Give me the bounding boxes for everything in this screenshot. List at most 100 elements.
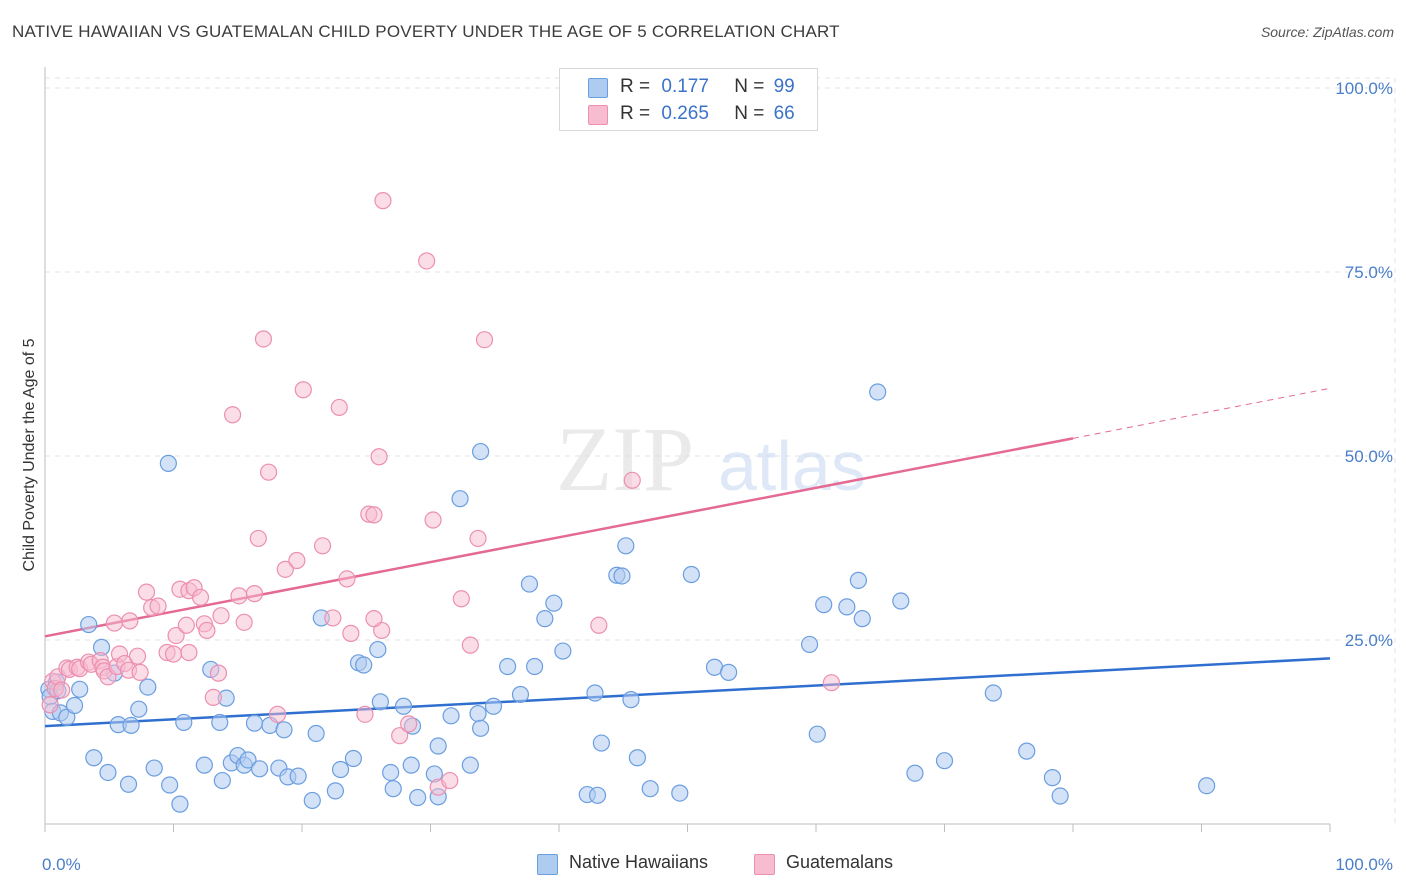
native-hawaiian-point [554, 642, 572, 660]
guatemalan-point [149, 597, 167, 615]
native-hawaiian-point [384, 780, 402, 798]
native-hawaiian-point [838, 598, 856, 616]
guatemalan-point [224, 406, 242, 424]
guatemalan-point [374, 192, 392, 210]
guatemalan-point [268, 705, 287, 723]
guatemalan-point [53, 681, 71, 699]
native-hawaiian-point [892, 592, 910, 610]
y-axis-label: Child Poverty Under the Age of 5 [21, 338, 38, 571]
guatemalan-point [822, 674, 841, 692]
guatemalan-points [41, 192, 841, 796]
native-hawaiian-point [1198, 777, 1216, 795]
guatemalan-point [209, 664, 228, 682]
native-hawaiian-point [628, 749, 646, 767]
native-hawaiian-point [371, 693, 389, 711]
native-hawaiian-point [808, 725, 826, 743]
watermark: ZIP atlas [556, 408, 866, 510]
guatemalan-point [212, 607, 230, 625]
native-hawaiian-point [171, 795, 189, 813]
x-tick-label: 100.0% [1335, 855, 1393, 874]
bottom-legend-swatch-blue [537, 854, 558, 875]
native-hawaiian-point [429, 737, 447, 755]
legend-n-label: N = [734, 76, 765, 97]
watermark-zip: ZIP [556, 408, 694, 510]
native-hawaiian-point [622, 691, 640, 709]
native-hawaiian-point [536, 610, 554, 628]
native-hawaiian-point [275, 721, 293, 739]
native-hawaiian-point [588, 786, 607, 804]
guatemalan-point [330, 398, 348, 417]
guatemalan-point [235, 613, 253, 631]
native-hawaiian-point [525, 657, 544, 676]
guatemalan-point [623, 471, 641, 489]
guatemalan-point [137, 583, 156, 601]
native-hawaiian-point [586, 684, 604, 702]
native-hawaiian-point [1043, 769, 1062, 787]
native-hawaiian-point [159, 454, 177, 472]
native-hawaiian-point [213, 771, 231, 790]
guatemalan-point [418, 252, 436, 270]
guatemalan-point [424, 511, 442, 529]
guatemalan-point [365, 506, 383, 524]
guatemalan-point [294, 381, 312, 399]
legend-swatch-blue [588, 78, 608, 98]
chart-title: NATIVE HAWAIIAN VS GUATEMALAN CHILD POVE… [12, 22, 840, 41]
native-hawaiian-point [641, 780, 659, 798]
guatemalan-point [245, 585, 264, 603]
native-hawaiian-point [853, 610, 871, 628]
native-hawaiian-point [617, 537, 635, 555]
y-tick-label: 25.0% [1345, 631, 1393, 650]
native-hawaiian-point [239, 751, 257, 769]
guatemalan-point [198, 621, 216, 640]
native-hawaiian-point [80, 615, 98, 634]
native-hawaiian-point [409, 788, 427, 807]
guatemalan-point [313, 537, 332, 555]
legend-swatch-pink [588, 105, 608, 125]
native-hawaiian-point [382, 763, 400, 782]
guatemalan-trend-line [44, 437, 1074, 638]
guatemalan-point [469, 529, 487, 548]
native-hawaiian-point [211, 713, 229, 732]
legend-r-label: R = [620, 103, 651, 124]
guatemalan-point [121, 612, 139, 630]
native-hawaiian-point [984, 684, 1002, 702]
native-hawaiian-point [800, 635, 819, 654]
bottom-legend-label: Guatemalans [786, 852, 894, 872]
guatemalan-point [276, 560, 294, 578]
legend-n-value: 99 [773, 76, 795, 97]
native-hawaiian-point [175, 713, 193, 732]
tick-labels: 25.0% 50.0% 75.0% 100.0% 0.0% 100.0% [42, 79, 1393, 874]
native-hawaiian-point [461, 756, 479, 774]
native-hawaiian-point [1051, 787, 1069, 805]
guatemalan-point [249, 529, 267, 548]
native-hawaiian-point [145, 759, 163, 777]
native-hawaiian-point [71, 680, 89, 698]
guatemalan-point [128, 647, 147, 665]
guatemalan-point [131, 663, 149, 681]
native-hawaiian-point [511, 685, 530, 704]
guatemalan-point [191, 588, 210, 606]
native-hawaiian-point [289, 767, 307, 785]
native-hawaiian-point [119, 775, 138, 793]
native-hawaiian-point [592, 734, 611, 752]
guatemalan-point [342, 624, 360, 642]
native-hawaiian-points [40, 383, 1216, 813]
native-hawaiian-point [130, 700, 148, 718]
native-hawaiian-point [520, 575, 539, 593]
native-hawaiian-point [1018, 742, 1036, 760]
native-hawaiian-point [613, 567, 631, 585]
native-hawaiian-point [671, 784, 689, 802]
guatemalan-point [167, 626, 185, 645]
native-hawaiian-point [326, 782, 345, 800]
native-hawaiian-point [195, 756, 213, 774]
bottom-legend-label: Native Hawaiians [569, 852, 709, 872]
guatemalan-point [475, 331, 494, 349]
native-hawaiian-point [122, 716, 140, 734]
guatemalan-point [177, 616, 195, 634]
native-hawaiian-point [139, 678, 157, 696]
guatemalan-point [180, 643, 198, 662]
guatemalan-trend-extension [1072, 387, 1331, 439]
native-hawaiian-point [442, 707, 460, 725]
guatemalan-point [391, 727, 409, 745]
